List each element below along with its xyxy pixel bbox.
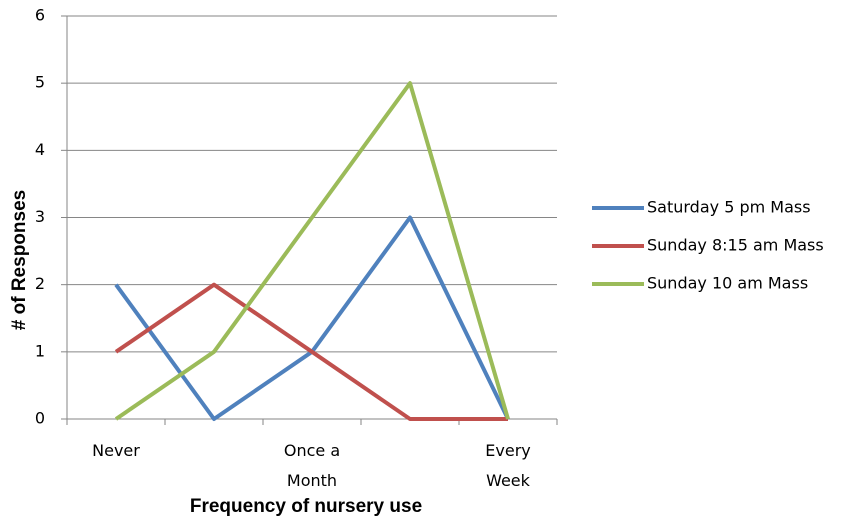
legend-label: Sunday 10 am Mass [647, 274, 808, 293]
y-tick-label: 3 [35, 207, 45, 226]
series-line [114, 282, 508, 421]
x-axis-title: Frequency of nursery use [189, 496, 423, 517]
y-tick-label: 4 [35, 140, 45, 159]
y-axis-title: # of Responses [9, 189, 30, 331]
x-tick-label: Never [92, 441, 140, 460]
series-line [114, 215, 510, 421]
x-tick-label: Once a Month [283, 441, 341, 490]
y-tick-label: 6 [35, 6, 45, 25]
legend-label: Sunday 8:15 am Mass [647, 236, 824, 255]
legend-label: Saturday 5 pm Mass [647, 198, 811, 217]
y-tick-label: 1 [35, 341, 45, 360]
y-tick-label: 2 [35, 274, 45, 293]
x-tick-label: Every Week [485, 441, 531, 490]
series-line [114, 81, 510, 421]
y-tick-label: 0 [35, 409, 45, 428]
y-tick-label: 5 [35, 73, 45, 92]
